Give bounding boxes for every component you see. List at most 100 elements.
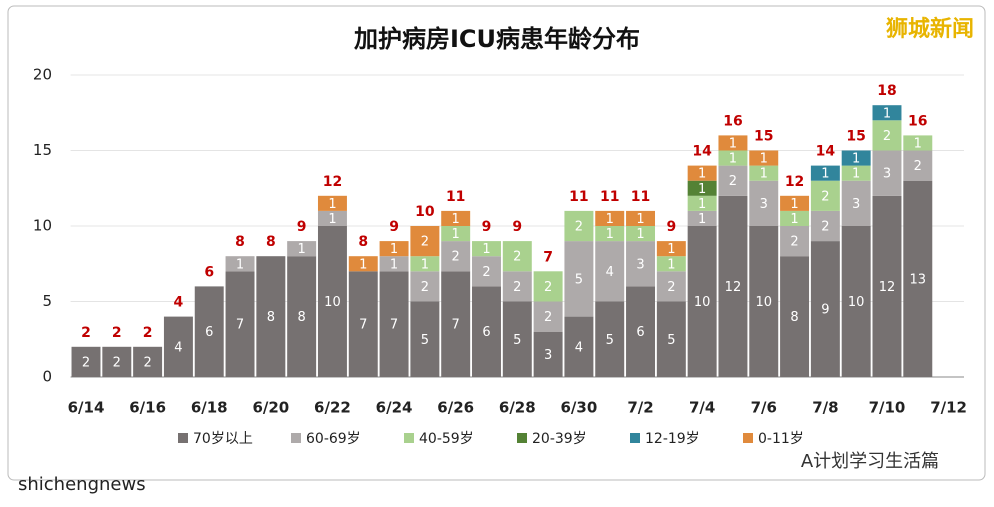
data-label: 2	[914, 159, 922, 174]
y-tick-label: 5	[42, 292, 52, 310]
total-label: 15	[846, 129, 865, 145]
data-label: 3	[760, 197, 768, 212]
bar-segment	[472, 256, 501, 287]
data-label: 2	[452, 250, 460, 265]
data-label: 7	[359, 318, 367, 333]
bar-segment	[749, 165, 779, 181]
legend-label: 20-39岁	[532, 431, 587, 447]
total-label: 9	[482, 219, 492, 235]
total-label: 11	[569, 189, 588, 205]
x-tick-label: 6/20	[252, 399, 289, 417]
bar-segment	[410, 256, 440, 272]
data-label: 8	[790, 310, 798, 325]
data-label: 9	[821, 303, 829, 318]
data-label: 1	[729, 152, 737, 167]
data-label: 2	[482, 265, 490, 280]
y-tick-label: 0	[42, 368, 52, 386]
bar-segment	[533, 331, 563, 377]
bar-segment	[841, 180, 871, 226]
total-label: 2	[112, 325, 122, 341]
total-label: 2	[143, 325, 153, 341]
x-tick-label: 7/2	[627, 399, 653, 417]
data-label: 1	[390, 242, 398, 257]
data-label: 2	[790, 235, 798, 250]
bar-segment	[626, 286, 656, 377]
y-tick-label: 15	[33, 141, 52, 159]
bar-segment	[780, 195, 810, 211]
data-label: 1	[452, 227, 460, 242]
x-tick-label: 6/26	[437, 399, 474, 417]
legend-swatch	[291, 433, 301, 443]
data-label: 1	[298, 242, 306, 257]
bar-segment	[872, 120, 902, 151]
data-label: 1	[667, 257, 675, 272]
data-label: 1	[328, 197, 336, 212]
total-label: 9	[389, 219, 399, 235]
data-label: 1	[760, 167, 768, 182]
bar-segment	[163, 316, 193, 377]
x-tick-label: 6/14	[68, 399, 105, 417]
data-label: 3	[852, 197, 860, 212]
data-label: 1	[328, 212, 336, 227]
x-tick-label: 6/22	[314, 399, 351, 417]
bar-segment	[810, 241, 840, 377]
data-label: 7	[452, 318, 460, 333]
data-label: 3	[883, 167, 891, 182]
total-label: 8	[358, 234, 368, 250]
data-label: 1	[914, 136, 922, 151]
bar-segment	[472, 241, 501, 257]
bar-segment	[780, 256, 810, 377]
bar-segment	[348, 256, 378, 272]
bar-segment	[441, 210, 471, 226]
y-tick-label: 20	[33, 66, 52, 84]
data-label: 3	[636, 257, 644, 272]
bar-segment	[595, 226, 625, 242]
data-label: 13	[910, 272, 927, 287]
data-label: 3	[544, 348, 552, 363]
total-label: 11	[600, 189, 619, 205]
data-label: 1	[636, 212, 644, 227]
legend-swatch	[178, 433, 188, 443]
bar-segment	[656, 271, 686, 302]
watermark: 狮城新闻	[886, 16, 974, 42]
data-label: 1	[390, 257, 398, 272]
bar-segment	[533, 301, 563, 332]
bar-segment	[626, 226, 656, 242]
data-label: 7	[236, 318, 244, 333]
bar-segment	[810, 180, 840, 211]
bar-segment	[379, 256, 409, 272]
data-label: 1	[729, 136, 737, 151]
total-label: 12	[323, 174, 342, 190]
data-label: 1	[790, 197, 798, 212]
bar-segment	[410, 226, 440, 257]
y-tick-label: 10	[33, 217, 52, 235]
watermark: shichengnews	[18, 474, 146, 495]
data-label: 2	[883, 129, 891, 144]
bar-segment	[225, 256, 255, 272]
chart-title: 加护病房ICU病患年龄分布	[354, 25, 640, 53]
bar-segment	[718, 150, 748, 166]
total-label: 8	[266, 234, 276, 250]
data-label: 1	[852, 167, 860, 182]
bar-segment	[502, 271, 532, 302]
bar-segment	[687, 195, 717, 211]
bar-segment	[780, 226, 810, 257]
legend-swatch	[404, 433, 414, 443]
data-label: 5	[421, 333, 429, 348]
legend-label: 40-59岁	[419, 431, 474, 447]
legend-label: 12-19岁	[645, 431, 700, 447]
bar-segment	[841, 165, 871, 181]
bar-segment	[872, 150, 902, 196]
bar-segment	[718, 135, 748, 151]
total-label: 7	[543, 249, 553, 265]
data-label: 2	[421, 280, 429, 295]
data-label: 1	[760, 152, 768, 167]
x-tick-label: 6/30	[561, 399, 598, 417]
data-label: 2	[143, 355, 151, 370]
data-label: 1	[236, 257, 244, 272]
total-label: 16	[723, 113, 742, 129]
data-label: 4	[606, 265, 614, 280]
legend-label: 70岁以上	[193, 431, 253, 447]
data-label: 2	[113, 355, 121, 370]
bar-segment	[749, 226, 779, 377]
